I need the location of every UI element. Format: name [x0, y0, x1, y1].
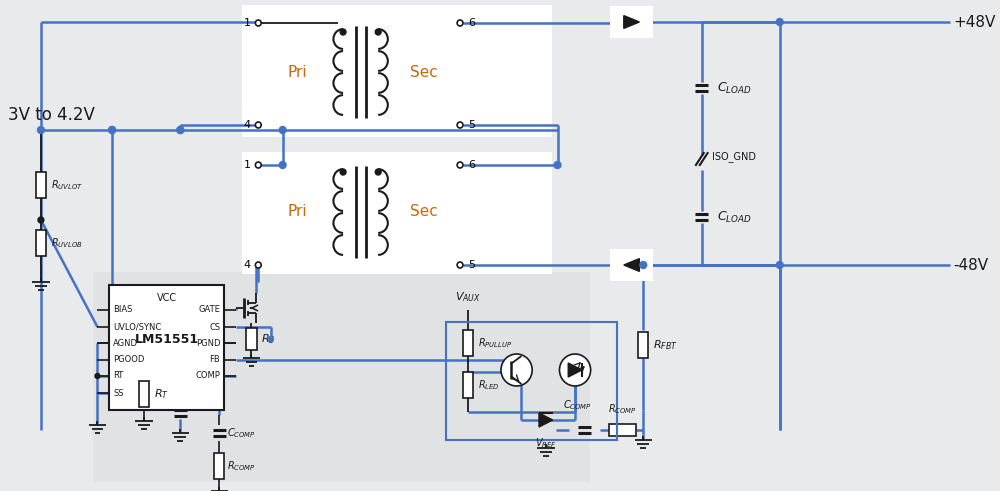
Bar — [638, 332, 648, 358]
Bar — [446, 322, 617, 440]
Circle shape — [501, 354, 532, 386]
Text: Pri: Pri — [287, 204, 307, 219]
Circle shape — [177, 127, 184, 134]
Text: $R_{FBT}$: $R_{FBT}$ — [653, 338, 678, 352]
Circle shape — [109, 127, 115, 134]
Circle shape — [38, 127, 44, 134]
Circle shape — [255, 20, 261, 26]
Text: CS: CS — [209, 323, 220, 331]
Circle shape — [776, 19, 783, 26]
Bar — [242, 5, 552, 137]
Polygon shape — [624, 259, 639, 272]
Text: 3V to 4.2V: 3V to 4.2V — [8, 106, 95, 124]
Text: GATE: GATE — [198, 305, 220, 315]
Bar — [242, 5, 552, 137]
Text: PGOOD: PGOOD — [113, 355, 144, 364]
Circle shape — [776, 262, 783, 269]
Circle shape — [255, 262, 261, 268]
Circle shape — [554, 162, 561, 168]
Circle shape — [457, 162, 463, 168]
Circle shape — [109, 127, 115, 134]
Text: COMP: COMP — [195, 372, 220, 381]
Circle shape — [457, 20, 463, 26]
Text: Sec: Sec — [410, 64, 438, 80]
Text: SS: SS — [113, 388, 124, 398]
Text: 5: 5 — [468, 120, 475, 130]
Text: $R_{PULLUP}$: $R_{PULLUP}$ — [478, 336, 512, 350]
Circle shape — [95, 374, 100, 379]
Text: BIAS: BIAS — [113, 305, 132, 315]
Circle shape — [559, 354, 591, 386]
Text: $R_{UVLOT}$: $R_{UVLOT}$ — [51, 178, 83, 192]
Text: Sec: Sec — [410, 204, 438, 219]
Circle shape — [255, 122, 261, 128]
Bar — [36, 230, 46, 256]
Bar — [214, 453, 224, 479]
Bar — [609, 424, 636, 436]
Text: $R_{COMP}$: $R_{COMP}$ — [608, 402, 637, 416]
Circle shape — [340, 169, 346, 175]
Bar — [463, 330, 473, 356]
Text: 1: 1 — [243, 160, 250, 170]
Text: VCC: VCC — [157, 293, 177, 303]
Circle shape — [375, 169, 381, 175]
Text: LM51551: LM51551 — [135, 333, 199, 346]
Text: $V_{AUX}$: $V_{AUX}$ — [455, 290, 481, 304]
Circle shape — [255, 162, 261, 168]
Bar — [610, 249, 653, 281]
Circle shape — [340, 29, 346, 35]
Text: 6: 6 — [468, 160, 475, 170]
Text: $V_{REF}$: $V_{REF}$ — [535, 436, 557, 450]
Circle shape — [279, 162, 286, 168]
Circle shape — [457, 122, 463, 128]
Bar — [246, 328, 257, 350]
Text: $R_{UVLOB}$: $R_{UVLOB}$ — [51, 236, 83, 250]
Text: $C_{COMP}$: $C_{COMP}$ — [563, 398, 591, 412]
Bar — [610, 6, 653, 38]
Circle shape — [38, 217, 44, 223]
Text: +48V: +48V — [953, 15, 996, 29]
Text: 4: 4 — [243, 260, 250, 270]
Circle shape — [177, 127, 184, 134]
Bar — [463, 372, 473, 398]
Text: Pri: Pri — [287, 64, 307, 80]
Circle shape — [279, 127, 286, 134]
Polygon shape — [624, 16, 639, 28]
Bar — [242, 152, 552, 274]
Text: PGND: PGND — [196, 338, 220, 348]
Bar — [36, 172, 46, 198]
Text: -48V: -48V — [953, 257, 988, 273]
Text: FB: FB — [210, 355, 220, 364]
Bar — [139, 381, 149, 407]
Text: $R_T$: $R_T$ — [154, 387, 169, 401]
Text: $R_{COMP}$: $R_{COMP}$ — [227, 459, 256, 473]
Circle shape — [375, 29, 381, 35]
Text: AGND: AGND — [113, 338, 138, 348]
Bar — [109, 285, 224, 410]
Text: ISO_GND: ISO_GND — [712, 152, 756, 163]
Text: 1: 1 — [243, 18, 250, 28]
Text: UVLO/SYNC: UVLO/SYNC — [113, 323, 161, 331]
Text: 4: 4 — [243, 120, 250, 130]
Text: $C_{COMP}$: $C_{COMP}$ — [227, 426, 256, 440]
Bar — [93, 272, 590, 482]
Text: $R_S$: $R_S$ — [261, 332, 276, 346]
Bar — [242, 152, 552, 274]
Circle shape — [640, 262, 647, 269]
Text: 5: 5 — [468, 260, 475, 270]
Text: 6: 6 — [468, 18, 475, 28]
Text: RT: RT — [113, 372, 123, 381]
Text: $C_{LOAD}$: $C_{LOAD}$ — [717, 210, 752, 224]
Text: $C_{LOAD}$: $C_{LOAD}$ — [717, 81, 752, 96]
Polygon shape — [568, 363, 582, 377]
Polygon shape — [539, 413, 553, 427]
Circle shape — [269, 336, 273, 342]
Text: $R_{LED}$: $R_{LED}$ — [478, 378, 499, 392]
Circle shape — [457, 262, 463, 268]
